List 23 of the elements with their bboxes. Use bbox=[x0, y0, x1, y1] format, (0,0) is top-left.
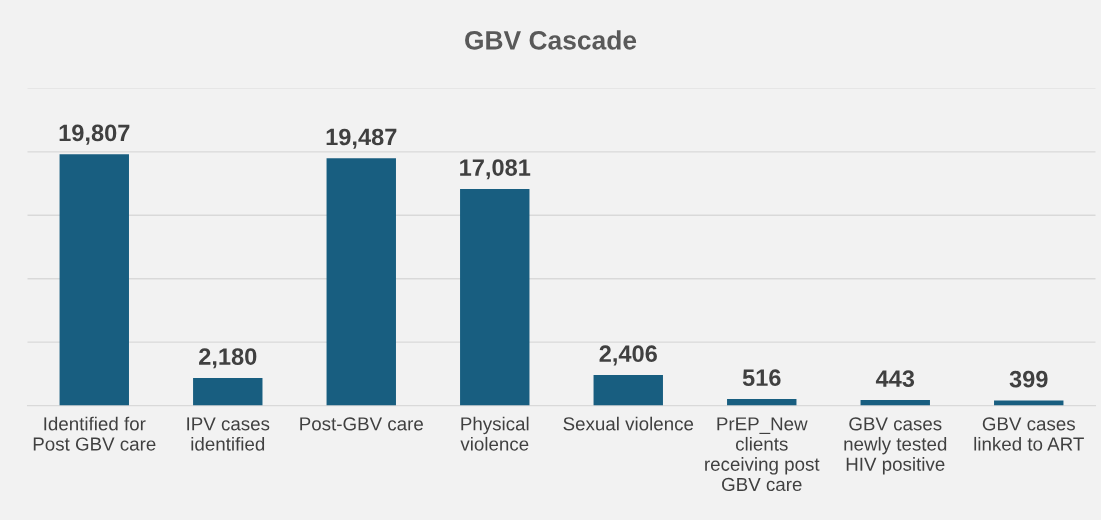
data-label: 516 bbox=[742, 369, 781, 387]
bar bbox=[326, 158, 396, 406]
bar bbox=[460, 188, 530, 406]
data-label: 443 bbox=[875, 370, 915, 388]
data-label: 2,180 bbox=[199, 348, 257, 369]
bar bbox=[193, 377, 263, 406]
x-tick-label: Physical violence bbox=[460, 416, 529, 451]
data-label: 19,807 bbox=[59, 124, 130, 145]
x-tick-label: IPV cases identified bbox=[187, 417, 270, 451]
bar bbox=[593, 375, 663, 406]
data-label: 19,487 bbox=[326, 128, 397, 149]
data-label: 17,081 bbox=[460, 159, 531, 180]
x-tick-label: Identified for Post GBV care bbox=[33, 416, 156, 451]
x-tick-label: Sexual violence bbox=[563, 416, 694, 431]
data-label: 399 bbox=[1009, 370, 1048, 388]
bar bbox=[59, 154, 129, 406]
x-tick-label: PrEP_New clients receiving post GBV care bbox=[705, 417, 820, 492]
x-tick-label: Post-GBV care bbox=[300, 417, 423, 431]
data-label: 2,406 bbox=[599, 345, 657, 366]
bar bbox=[727, 399, 797, 406]
x-tick-label: GBV cases linked to ART bbox=[974, 417, 1084, 451]
chart-title: GBV Cascade bbox=[465, 30, 637, 50]
x-tick-label: GBV cases newly tested HIV positive bbox=[844, 417, 947, 475]
